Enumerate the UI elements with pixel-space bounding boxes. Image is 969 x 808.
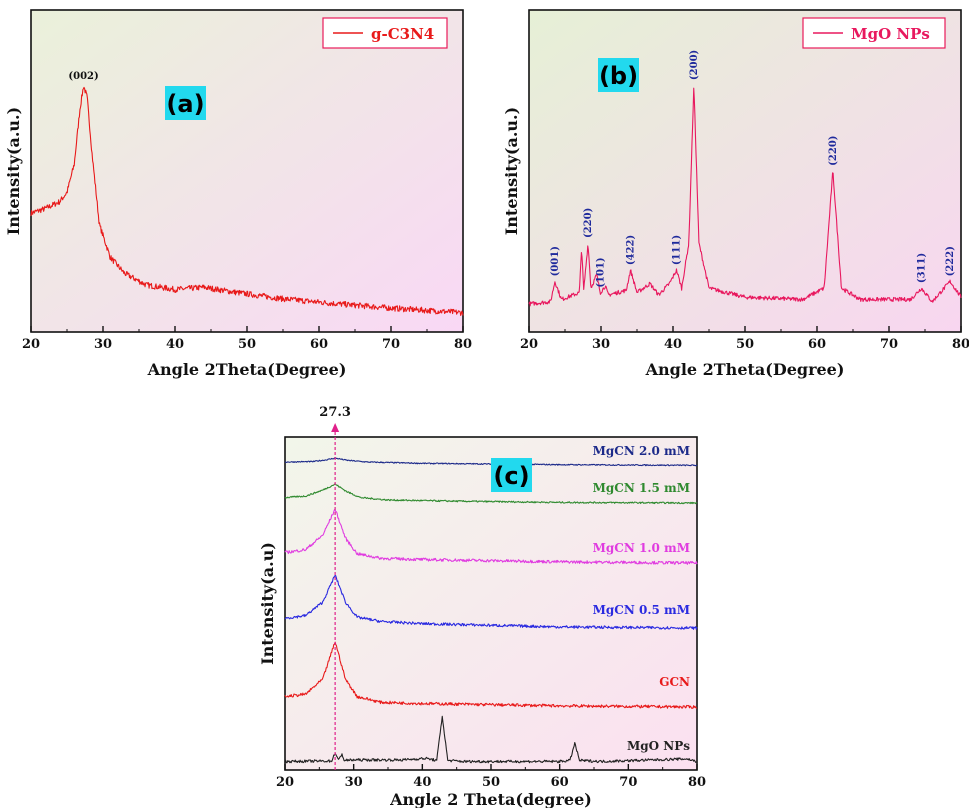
series-line: [284, 574, 698, 630]
peak-label: (200): [689, 50, 700, 80]
marker-arrow: [331, 423, 340, 432]
peak-label: (002): [68, 71, 98, 82]
plot-area: [31, 10, 463, 332]
x-tick-label: 50: [736, 337, 754, 352]
peak-label: (222): [945, 246, 956, 276]
x-tick-label: 80: [454, 337, 472, 352]
x-axis-label: Angle 2Theta(Degree): [645, 360, 845, 379]
series-line: [284, 715, 698, 764]
x-tick-label: 30: [592, 337, 610, 352]
x-tick-label: 40: [413, 775, 431, 790]
x-tick-label: 60: [310, 337, 328, 352]
x-tick-label: 50: [238, 337, 256, 352]
legend-entry: g-C3N4: [371, 25, 434, 43]
y-axis-label: Intensity(a.u.): [502, 107, 521, 235]
panel-label-box: [491, 458, 532, 492]
x-tick-label: 70: [880, 337, 898, 352]
x-tick-label: 40: [166, 337, 184, 352]
panel-label: (b): [599, 62, 638, 90]
legend: MgO NPs: [802, 17, 946, 49]
panel-label: (c): [493, 462, 529, 490]
x-tick-label: 70: [619, 775, 637, 790]
series-line: [284, 641, 698, 709]
y-axis-label: Intensity(a.u.): [4, 107, 23, 235]
peak-label: (101): [595, 257, 606, 287]
peak-label: (220): [828, 135, 839, 165]
x-tick-label: 30: [94, 337, 112, 352]
peak-label: (220): [583, 208, 594, 238]
x-tick-label: 30: [345, 775, 363, 790]
x-tick-label: 20: [22, 337, 40, 352]
series-line: [528, 87, 962, 307]
panel-label-box: [165, 86, 206, 120]
series-label: MgCN 1.0 mM: [593, 541, 690, 555]
series-label: MgCN 2.0 mM: [593, 444, 690, 458]
series-label: MgCN 0.5 mM: [593, 603, 690, 617]
panel-label-box: [598, 58, 639, 92]
legend-entry: MgO NPs: [851, 25, 930, 43]
marker-label: 27.3: [319, 405, 351, 420]
peak-label: (422): [626, 235, 637, 265]
x-tick-label: 20: [520, 337, 538, 352]
series-line: [284, 483, 698, 505]
peak-label: (311): [916, 253, 927, 283]
x-tick-label: 40: [664, 337, 682, 352]
series-label: MgCN 1.5 mM: [593, 481, 690, 495]
panel-b: 20 30 40 50 60 70 80 Angle 2Theta(Degree) Intens…: [502, 9, 969, 379]
x-tick-label: 50: [482, 775, 500, 790]
y-axis-label: Intensity(a.u): [258, 542, 277, 665]
x-tick-label: 80: [952, 337, 969, 352]
x-tick-label: 60: [808, 337, 826, 352]
x-tick-label: 60: [551, 775, 569, 790]
peak-label: (111): [672, 235, 683, 265]
x-axis-label: Angle 2Theta(Degree): [147, 360, 347, 379]
series-line: [30, 86, 464, 316]
x-axis-label: Angle 2 Theta(degree): [389, 790, 592, 808]
peak-label: (001): [550, 246, 561, 276]
series-line: [284, 509, 698, 565]
x-tick-label: 70: [382, 337, 400, 352]
panel-a: 20 30 40 50 60 70 80 Angle 2Theta(Degree) Intens…: [4, 9, 472, 379]
x-tick-label: 20: [276, 775, 294, 790]
legend: g-C3N4: [322, 17, 448, 49]
legend-box: [802, 17, 946, 49]
panel-label: (a): [166, 90, 204, 118]
panel-c: 20 30 40 50 60 70 80 Angle 2 Theta(degree) Inten…: [258, 405, 706, 808]
series-label: GCN: [659, 675, 690, 689]
plot-area: [285, 437, 697, 770]
series-label: MgO NPs: [627, 739, 690, 753]
x-tick-label: 80: [688, 775, 706, 790]
